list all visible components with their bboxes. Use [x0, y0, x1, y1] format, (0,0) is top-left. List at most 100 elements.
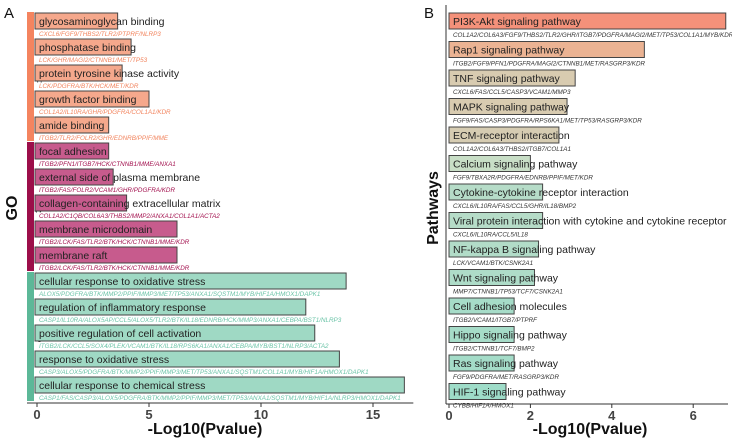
bar	[34, 64, 123, 82]
bar-term-label: Rap1 signaling pathway	[453, 45, 565, 57]
bar-term-label: response to oxidative stress	[39, 354, 169, 366]
x-tick-label: 15	[366, 407, 380, 422]
go-x-axis-title: -Log10(Pvalue)	[148, 421, 263, 438]
bar	[34, 142, 110, 160]
bar-term-label: collagen-containing extracellular matrix	[39, 198, 221, 210]
x-tick-label: 0	[445, 408, 452, 423]
bar-gene-list: CXCL6/IL10RA/CCL5/IL18	[453, 232, 528, 239]
bar-term-label: Cytokine-cytokine receptor interaction	[453, 187, 629, 199]
bar-gene-list: CXCL6/FAS/CCL5/CASP3/VCAM1/MMP3	[453, 89, 571, 96]
bar-gene-list: FGF9/TBXA2R/PDGFRA/EDNRB/PPIF/MET/KDR	[453, 175, 593, 182]
bar-gene-list: COL1A2/C1QB/COL6A3/THBS2/MMP2/ANXA1/COL1…	[39, 213, 220, 220]
bar	[34, 38, 132, 56]
x-tick-label: 10	[254, 407, 268, 422]
bar-gene-list: ITGB2/VCAM1/ITGB7/PTPRF	[453, 317, 538, 324]
bar-gene-list: COL1A2/IL10RA/GHR/PDGFRA/COL1A1/KDR	[39, 109, 171, 116]
bar-gene-list: ITGB2/FAS/FOLR2/VCAM1/GHR/PDGFRA/KDR	[39, 187, 175, 194]
bar-gene-list: FGF9/PDGFRA/MET/RASGRP3/KDR	[453, 374, 559, 381]
bar	[448, 297, 515, 315]
bar-term-label: MAPK signaling pathway	[453, 102, 570, 114]
bar-term-label: focal adhesion	[39, 146, 107, 158]
bar	[448, 326, 515, 343]
bar	[448, 155, 531, 172]
bar	[34, 168, 114, 186]
pathway-bar-chart: PI3K-Akt signaling pathway COL1A2/COL6A3/…	[445, 5, 732, 423]
bar-gene-list: LCK/PDGFRA/BTK/HCK/MET/KDR	[39, 83, 139, 90]
bar-term-label: ECM-receptor interaction	[453, 130, 570, 142]
bar-gene-list: FGF9/FAS/CASP3/PDGFRA/RPS6KA1/MET/TP53/R…	[453, 118, 642, 125]
panel-label-a: A	[4, 5, 14, 22]
bar	[448, 212, 544, 229]
bar-gene-list: ITGB2/CTNNB1/TCF7/BMP2	[453, 346, 535, 353]
bar-term-label: TNF signaling pathway	[453, 73, 561, 85]
panel-label-b: B	[424, 5, 434, 22]
bar	[34, 12, 119, 30]
bar-gene-list: CYBB/HIF1A/HMOX1	[453, 403, 514, 410]
bar	[34, 350, 340, 368]
bar	[34, 298, 307, 316]
bar-term-label: Cell adhesion molecules	[453, 301, 567, 313]
bar-term-label: cellular response to oxidative stress	[39, 276, 205, 288]
bar-term-label: external side of plasma membrane	[39, 172, 200, 184]
bar-term-label: positive regulation of cell activation	[39, 328, 201, 340]
bar	[448, 269, 535, 286]
x-tick-label: 2	[527, 408, 534, 423]
bar-gene-list: CXCL6/FGF9/THBS2/TLR2/PTPRF/NLRP3	[39, 31, 161, 38]
bar	[448, 240, 540, 258]
bar-gene-list: ITGB2/PFN1/ITGB7/HCK/CTNNB1/MME/ANXA1	[39, 161, 176, 168]
bar-term-label: Ras signaling pathway	[453, 358, 559, 370]
bar	[448, 98, 568, 115]
bar-gene-list: CASP1/FAS/CASP3/ALOX5/PDGFRA/BTK/MMP2/PP…	[39, 395, 401, 402]
group-strip-cc	[27, 142, 34, 271]
bar-term-label: membrane microdomain	[39, 224, 152, 236]
bar-gene-list: CXCL6/IL10RA/FAS/CCL5/GHR/IL18/BMP2	[453, 203, 577, 210]
bar-term-label: Hippo signaling pathway	[453, 330, 568, 342]
bar	[34, 324, 316, 342]
go-y-axis-title: GO	[4, 196, 21, 221]
bar	[34, 220, 178, 238]
go-bar-chart: MFCCBPglycosaminoglycan bindingCXCL6/FGF…	[27, 12, 414, 422]
x-tick-label: 6	[690, 408, 697, 423]
bar	[448, 354, 515, 372]
bar-gene-list: ALOX5/PDGFRA/BTK/MMP2/PPIF/MMP3/MET/TP53…	[38, 291, 320, 298]
bar-term-label: glycosaminoglycan binding	[39, 16, 165, 28]
bar	[34, 376, 405, 394]
bar	[448, 69, 576, 87]
x-tick-label: 4	[608, 408, 616, 423]
bar-gene-list: MMP7/CTNNB1/TP53/TCF7/CSNK2A1	[453, 289, 563, 296]
bar-term-label: cellular response to chemical stress	[39, 380, 205, 392]
bar-gene-list: ITGB2/FGF9/PFN1/PDGFRA/MAGI2/CTNNB1/MET/…	[453, 61, 646, 68]
bar-gene-list: ITGB2/LCK/CCL5/SOX4/PLEK/VCAM1/BTK/IL18/…	[39, 343, 329, 350]
bar-term-label: protein tyrosine kinase activity	[39, 68, 180, 80]
bar-gene-list: ITGB2/LCK/FAS/TLR2/BTK/HCK/CTNNB1/MME/KD…	[39, 239, 190, 246]
bar	[448, 383, 507, 400]
bar	[448, 183, 544, 201]
x-tick-label: 0	[33, 407, 40, 422]
bar-term-label: growth factor binding	[39, 94, 137, 106]
bar-gene-list: LCK/VCAM1/BTK/CSNK2A1	[453, 260, 533, 267]
bar-term-label: Calcium signaling pathway	[453, 159, 578, 171]
bar-term-label: Wnt signaling pathway	[453, 273, 559, 285]
bar-gene-list: COL1A2/COL6A3/FGF9/THBS2/TLR2/GHR/ITGB7/…	[453, 32, 732, 39]
pathway-y-axis-title: Pathways	[425, 171, 442, 245]
bar	[34, 116, 110, 134]
bar-term-label: amide binding	[39, 120, 105, 132]
bar-gene-list: CASP1/IL10RA/ALOX5AP/CCL5/ALOX5/TLR2/BTK…	[39, 317, 342, 324]
bar	[448, 41, 645, 58]
bar-term-label: Viral protein interaction with cytokine …	[453, 216, 727, 228]
bar-term-label: HIF-1 signaling pathway	[453, 387, 566, 399]
bar-term-label: PI3K-Akt signaling pathway	[453, 16, 582, 28]
bar-term-label: NF-kappa B signaling pathway	[453, 244, 596, 256]
bar	[448, 126, 560, 144]
bar-gene-list: ITGB2/TLR2/FOLR2/GHR/EDNRB/PPIF/MME	[39, 135, 169, 142]
group-strip-bp	[27, 272, 34, 401]
bar	[34, 90, 150, 108]
bar	[34, 246, 178, 264]
bar	[448, 12, 727, 30]
group-strip-mf	[27, 12, 34, 141]
bar-gene-list: ITGB2/LCK/FAS/TLR2/BTK/HCK/CTNNB1/MME/KD…	[39, 265, 190, 272]
bar	[34, 194, 128, 212]
bar-term-label: phosphatase binding	[39, 42, 136, 54]
bar-gene-list: CASP3/ALOX5/PDGFRA/BTK/MMP2/PPIF/MMP3/ME…	[39, 369, 369, 376]
